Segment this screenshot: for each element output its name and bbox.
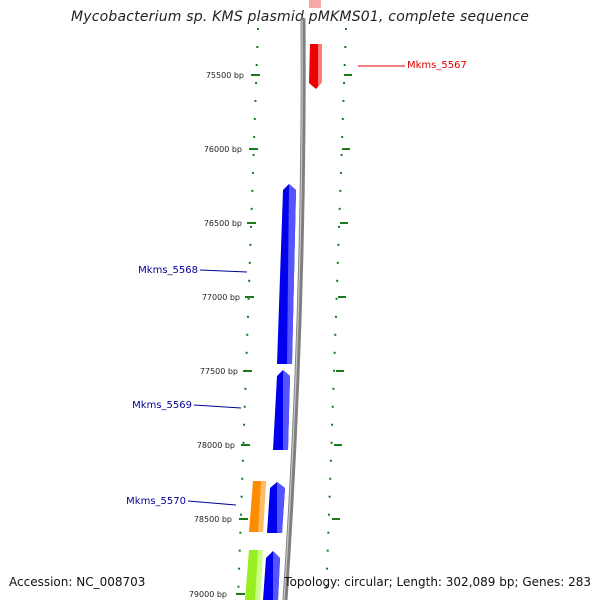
- gene-highlight: [277, 482, 285, 533]
- outer-dotted-track: [325, 27, 347, 600]
- gene-highlight: [283, 370, 290, 450]
- leader-line-5570: [187, 500, 237, 506]
- map-title: Mycobacterium sp. KMS plasmid pMKMS01, c…: [70, 9, 530, 25]
- accession-label: Accession: NC_008703: [9, 575, 146, 589]
- bp-label: 76500 bp: [204, 219, 242, 228]
- gene-mkms-5567[interactable]: [309, 0, 321, 8]
- bp-labels: 75500 bp 76000 bp 76500 bp 77000 bp 7750…: [189, 71, 244, 599]
- bp-label: 75500 bp: [206, 71, 244, 80]
- major-ticks: [236, 74, 260, 595]
- gene-label-mkms-5567[interactable]: Mkms_5567: [407, 60, 467, 71]
- bp-label: 77000 bp: [202, 293, 240, 302]
- plasmid-backbone: [282, 17, 306, 600]
- gene-highlight: [287, 184, 296, 364]
- outer-major-ticks: [332, 74, 352, 520]
- gene-label-mkms-5570[interactable]: Mkms_5570: [126, 496, 186, 507]
- backbone-highlight: [283, 19, 303, 600]
- gene-label-mkms-5569[interactable]: Mkms_5569: [132, 400, 192, 411]
- bp-label: 79000 bp: [189, 590, 227, 599]
- leader-line-5568: [199, 269, 248, 273]
- gene-highlight: [258, 481, 266, 532]
- bp-label: 78000 bp: [197, 441, 235, 450]
- bp-label: 78500 bp: [194, 515, 232, 524]
- gene-highlight: [255, 550, 263, 600]
- leader-line-5569: [193, 404, 242, 409]
- gene-label-mkms-5568[interactable]: Mkms_5568: [138, 265, 198, 276]
- topology-summary: Topology: circular; Length: 302,089 bp; …: [284, 575, 591, 589]
- gene-highlight: [318, 44, 322, 86]
- gene-highlight: [273, 551, 280, 600]
- bp-label: 76000 bp: [204, 145, 242, 154]
- bp-label: 77500 bp: [200, 367, 238, 376]
